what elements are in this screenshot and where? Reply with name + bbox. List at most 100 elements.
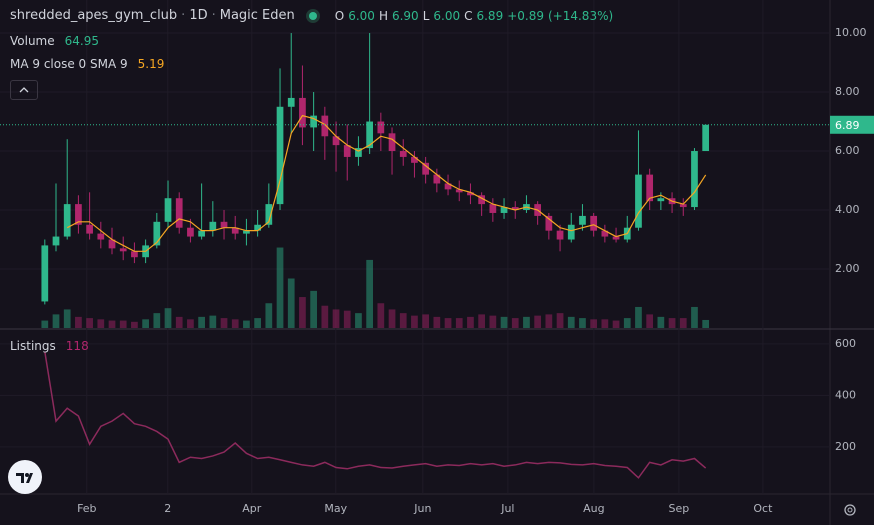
candle-body <box>41 245 49 302</box>
o-label: O <box>334 8 345 23</box>
last-price-label: 6.89 <box>835 119 860 132</box>
series-line <box>44 351 707 479</box>
x-tick-label: Sep <box>669 502 690 515</box>
candle-body <box>276 106 284 205</box>
candle-body <box>411 156 418 163</box>
listings-label: Listings <box>10 339 56 353</box>
ma-value: 5.19 <box>137 57 165 71</box>
candle-body <box>86 224 93 234</box>
volume-bar <box>679 318 687 328</box>
volume-bar <box>63 309 71 328</box>
volume-bar <box>444 318 452 328</box>
volume-bar <box>691 306 698 328</box>
candle-body <box>612 236 620 240</box>
candle-body <box>679 204 687 208</box>
volume-bar <box>489 315 497 328</box>
candle-body <box>556 230 564 240</box>
y-tick-label: 600 <box>835 337 856 350</box>
volume-bar <box>467 316 474 328</box>
candle-body <box>108 239 116 249</box>
c-label: C <box>464 8 473 23</box>
y-tick-label: 8.00 <box>835 85 860 98</box>
x-tick-label: Oct <box>753 502 773 515</box>
candle-body <box>187 227 194 237</box>
y-tick-label: 200 <box>835 440 856 453</box>
candle-body <box>478 195 486 205</box>
volume-bar <box>332 309 340 328</box>
h-value: 6.90 <box>391 8 419 23</box>
candle-body <box>343 145 351 157</box>
volume-bar <box>500 316 508 328</box>
ma-line <box>66 114 707 252</box>
volume-bar <box>668 318 676 328</box>
candle-body <box>467 192 474 196</box>
volume-bar <box>86 318 93 328</box>
candle-body <box>321 115 329 137</box>
candle-body <box>601 230 609 237</box>
volume-bar <box>601 319 609 328</box>
y-tick-label: 400 <box>835 388 856 401</box>
volume-bar <box>254 318 261 328</box>
candle-body <box>377 121 385 134</box>
candle-body <box>646 174 654 202</box>
volume-bar <box>175 316 183 328</box>
volume-bar <box>646 314 654 328</box>
candle-body <box>388 133 396 152</box>
volume-bar <box>209 315 217 328</box>
logo[interactable] <box>8 460 42 494</box>
listings-value: 118 <box>65 339 89 353</box>
candle-body <box>299 97 306 128</box>
volume-bar <box>153 313 161 328</box>
candle-body <box>455 189 463 193</box>
candle-body <box>489 204 497 213</box>
settings-icon[interactable] <box>840 500 860 520</box>
volume-bar <box>355 313 362 328</box>
candle-body <box>567 224 575 240</box>
candle-body <box>254 224 261 231</box>
volume-bar <box>635 306 642 328</box>
volume-bar <box>511 318 519 328</box>
volume-bar <box>299 297 306 328</box>
candle-body <box>500 207 508 213</box>
volume-legend: Volume 64.95 <box>10 34 99 48</box>
candle-body <box>310 115 317 128</box>
volume-bar <box>545 314 553 328</box>
candle-body <box>131 251 138 258</box>
logo-icon <box>16 473 33 483</box>
volume-bar <box>478 314 486 328</box>
status-dot <box>308 11 317 20</box>
y-tick-label: 4.00 <box>835 203 860 216</box>
last-price-tag <box>830 115 874 134</box>
candle-body <box>422 162 430 175</box>
volume-value: 64.95 <box>64 34 99 48</box>
candle-body <box>97 233 105 240</box>
volume-bar <box>567 316 575 328</box>
volume-bar <box>523 316 530 328</box>
volume-bar <box>321 305 329 328</box>
volume-bar <box>231 319 239 328</box>
h-label: H <box>378 8 388 23</box>
candle-body <box>75 204 82 225</box>
change: +0.89 <box>507 8 544 23</box>
l-value: 6.00 <box>433 8 461 23</box>
x-tick-label: 2 <box>164 502 171 515</box>
candle-body <box>444 183 452 190</box>
volume-bar <box>590 319 598 328</box>
candle-body <box>63 204 71 237</box>
candle-body <box>220 221 228 228</box>
collapse-button[interactable] <box>10 80 38 100</box>
volume-bar <box>579 318 586 328</box>
listings-legend: Listings 118 <box>10 339 89 353</box>
candle-body <box>164 198 172 222</box>
volume-bar <box>41 320 49 328</box>
interval: 1D <box>189 8 208 23</box>
volume-bar <box>399 313 407 328</box>
ma-label: MA 9 close 0 SMA 9 <box>10 57 128 71</box>
candle-body <box>287 97 295 107</box>
candle-body <box>175 198 183 228</box>
volume-bar <box>164 308 172 328</box>
volume-bar <box>220 318 228 328</box>
volume-bar <box>276 247 284 328</box>
volume-bar <box>187 319 194 328</box>
volume-bar <box>657 316 665 328</box>
